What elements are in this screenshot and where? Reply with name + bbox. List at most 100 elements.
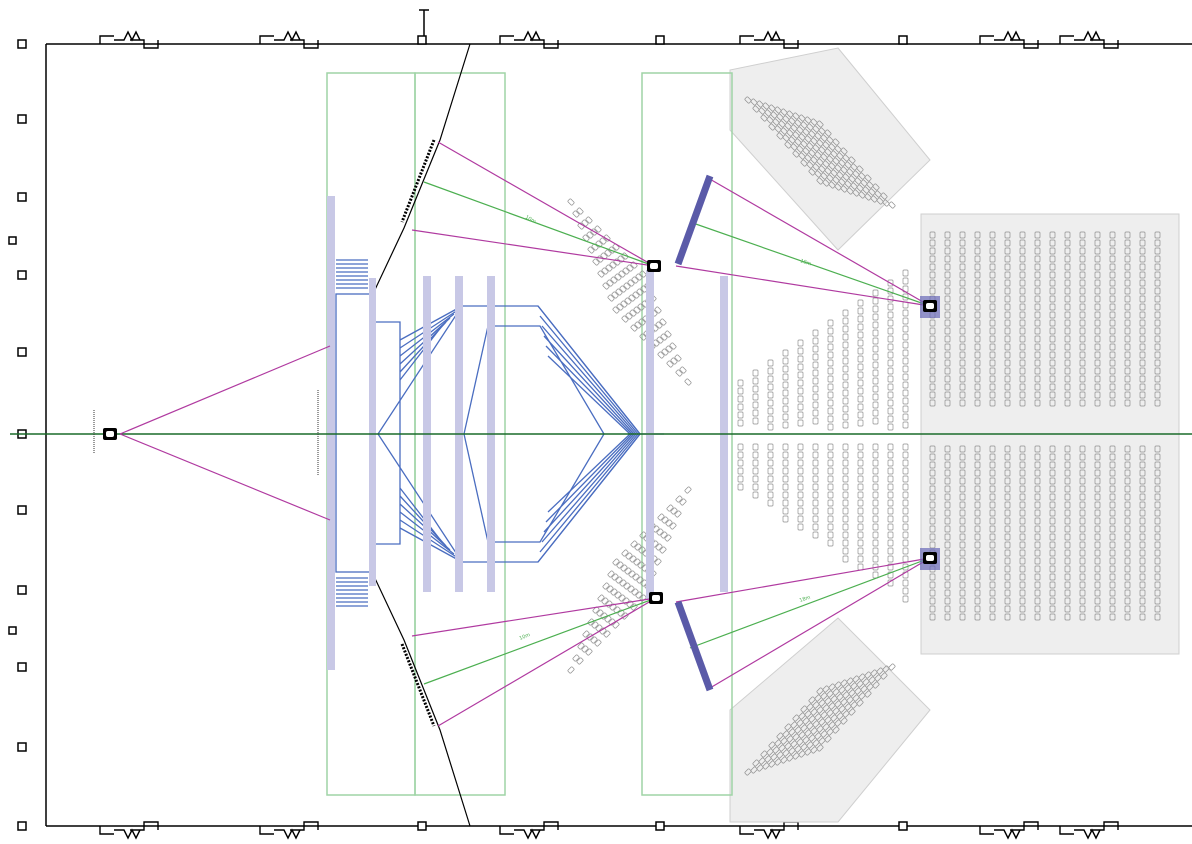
audience-seat	[989, 327, 996, 335]
audience-seat	[1049, 343, 1056, 351]
audience-seat	[1109, 485, 1116, 493]
column-marker	[17, 347, 27, 357]
audience-seat	[1139, 319, 1146, 327]
audience-seat	[581, 645, 589, 653]
audience-seat	[1094, 303, 1101, 311]
audience-seat	[842, 451, 849, 459]
audience-seat	[812, 345, 819, 353]
audience-seat	[857, 539, 864, 547]
audience-seat	[592, 606, 600, 614]
audience-seat	[782, 443, 789, 451]
audience-seat	[664, 534, 672, 542]
audience-seat	[619, 579, 627, 587]
audience-seat	[1019, 343, 1026, 351]
audience-seat	[627, 279, 635, 287]
audience-seat	[868, 676, 876, 684]
audience-seat	[1094, 541, 1101, 549]
audience-seat	[737, 419, 744, 427]
audience-seat	[752, 417, 759, 425]
audience-seat	[872, 385, 879, 393]
audience-seat	[797, 523, 804, 531]
audience-seat	[842, 373, 849, 381]
audience-seat	[1124, 319, 1131, 327]
audience-seat	[1064, 295, 1071, 303]
audience-seat	[1019, 359, 1026, 367]
audience-seat	[1064, 493, 1071, 501]
audience-seat	[816, 139, 824, 147]
audience-seat	[820, 172, 828, 180]
audience-seat	[1124, 557, 1131, 565]
audience-seat	[1094, 231, 1101, 239]
audience-seat	[929, 255, 936, 263]
audience-seat	[665, 345, 673, 353]
audience-seat	[737, 411, 744, 419]
column-marker	[17, 114, 27, 124]
audience-seat	[752, 491, 759, 499]
audience-seat	[752, 483, 759, 491]
audience-seat	[872, 475, 879, 483]
audience-seat	[944, 367, 951, 375]
audience-seat	[635, 591, 643, 599]
audience-seat	[1019, 399, 1026, 407]
audience-seat	[595, 624, 603, 632]
audience-seat	[628, 570, 636, 578]
audience-seat	[1049, 359, 1056, 367]
audience-seat	[929, 589, 936, 597]
audience-seat	[770, 111, 778, 119]
audience-seat	[1019, 327, 1026, 335]
audience-seat	[872, 499, 879, 507]
audience-seat	[798, 133, 806, 141]
audience-seat	[872, 313, 879, 321]
camera-lower-right-top	[923, 552, 937, 564]
audience-seat	[828, 162, 836, 170]
audience-seat	[1004, 509, 1011, 517]
audience-seat	[1139, 533, 1146, 541]
audience-seat	[857, 299, 864, 307]
audience-seat	[959, 287, 966, 295]
audience-seat	[1034, 383, 1041, 391]
audience-seat	[674, 510, 682, 518]
audience-seat	[840, 698, 848, 706]
audience-seat	[1154, 613, 1161, 621]
sightline-cam-lr-2	[675, 557, 931, 603]
audience-seat	[1109, 287, 1116, 295]
ramp-line	[539, 315, 639, 435]
audience-seat	[887, 451, 894, 459]
audience-seat	[808, 168, 816, 176]
audience-seat	[1034, 453, 1041, 461]
audience-seat	[1109, 461, 1116, 469]
lighting-trusses	[327, 196, 728, 670]
audience-seat	[872, 547, 879, 555]
audience-seat	[866, 181, 874, 189]
audience-seat	[1049, 525, 1056, 533]
audience-seat	[767, 423, 774, 431]
audience-seat	[902, 413, 909, 421]
audience-seat	[1094, 501, 1101, 509]
audience-seat	[1004, 295, 1011, 303]
audience-seat	[1109, 279, 1116, 287]
ramp-line	[399, 487, 443, 543]
audience-seat	[944, 351, 951, 359]
audience-seat	[1124, 375, 1131, 383]
audience-seat	[1049, 239, 1056, 247]
audience-seat	[1154, 271, 1161, 279]
audience-seat	[872, 329, 879, 337]
audience-seat	[752, 409, 759, 417]
audience-seat	[1109, 493, 1116, 501]
audience-seat	[902, 507, 909, 515]
audience-seat	[814, 713, 822, 721]
audience-seat	[737, 483, 744, 491]
audience-seat	[827, 515, 834, 523]
audience-seat	[760, 114, 768, 122]
audience-seat	[872, 393, 879, 401]
audience-seat	[929, 517, 936, 525]
audience-seat	[1109, 549, 1116, 557]
audience-seat	[1019, 271, 1026, 279]
audience-seat	[1034, 493, 1041, 501]
audience-seat	[989, 383, 996, 391]
audience-seat	[767, 375, 774, 383]
audience-seat	[660, 531, 668, 539]
audience-seat	[1124, 501, 1131, 509]
audience-seat	[989, 335, 996, 343]
audience-seat	[944, 319, 951, 327]
